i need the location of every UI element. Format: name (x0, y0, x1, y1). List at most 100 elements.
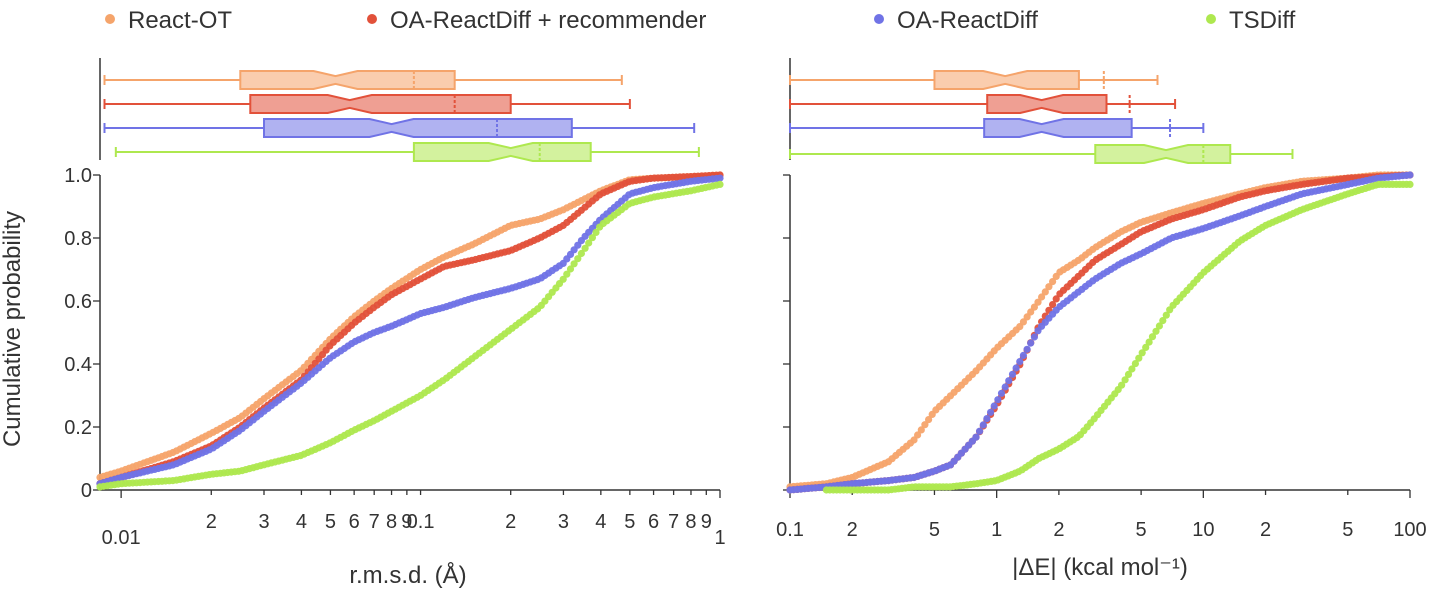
energy-point-react-ot (1045, 283, 1053, 291)
rmsd-series-oa-reactdiff-recommender (96, 171, 724, 488)
rmsd-point-tsdiff (588, 234, 597, 242)
rmsd-point-tsdiff (577, 249, 586, 258)
rmsd-x-tick-label-11: 3 (558, 511, 569, 533)
energy-x-tick-label-5: 5 (1136, 519, 1147, 541)
energy-point-react-ot (925, 416, 933, 424)
energy-point-react-ot (1034, 298, 1042, 306)
energy-x-tick-label-7: 2 (1260, 519, 1271, 541)
rmsd-box (263, 118, 573, 138)
rmsd-point-oa-reactdiff (716, 174, 724, 182)
energy-point-react-ot (1019, 318, 1027, 326)
rmsd-x-tick-label-14: 6 (648, 511, 659, 533)
energy-x-tick-label-4: 2 (1053, 519, 1064, 541)
rmsd-point-tsdiff (570, 260, 578, 268)
rmsd-x-tick-label-4: 5 (325, 511, 336, 533)
energy-box (933, 70, 1080, 90)
energy-point-react-ot (1038, 293, 1046, 301)
energy-point-react-ot (921, 421, 929, 429)
rmsd-point-tsdiff (585, 239, 593, 247)
energy-point-tsdiff (1128, 365, 1136, 373)
energy-point-tsdiff (1135, 354, 1143, 362)
energy-point-tsdiff (1131, 360, 1139, 368)
energy-point-oa-reactdiff (1019, 351, 1027, 359)
energy-boxplot-tsdiff (789, 144, 1294, 164)
energy-series-oa-reactdiff-recommender (786, 171, 1414, 494)
x-axis-label-energy: |ΔE| (kcal mol⁻¹) (1012, 554, 1188, 581)
rmsd-point-tsdiff (716, 180, 724, 188)
energy-point-oa-reactdiff (990, 402, 998, 410)
energy-point-react-ot (1049, 278, 1057, 286)
rmsd-panel: 0.012 3 4 5 6 7 8 90.1 2 3 4 5 6 7 8 911.00.80.60.40.20 (64, 58, 726, 549)
rmsd-point-tsdiff (566, 265, 575, 273)
rmsd-x-tick-label-0: 0.01 (102, 527, 141, 549)
x-axis-label-rmsd: r.m.s.d. (Å) (349, 561, 466, 589)
energy-point-oa-reactdiff (1030, 333, 1038, 341)
rmsd-x-tick-label-6: 7 (369, 511, 380, 533)
rmsd-box (239, 70, 456, 90)
y-tick-label-4: 0.2 (64, 417, 92, 439)
energy-point-oa-reactdiff (997, 389, 1006, 397)
legend-label-oa-reactdiff-recommender: OA-ReactDiff + recommender (390, 7, 706, 34)
y-tick-label-3: 0.4 (64, 354, 92, 376)
rmsd-box (249, 94, 512, 114)
legend-marker-react-ot (105, 14, 115, 24)
rmsd-series-react-ot (96, 171, 724, 481)
rmsd-box (412, 142, 592, 162)
energy-point-tsdiff (1152, 327, 1160, 335)
rmsd-x-tick-label-16: 8 (685, 511, 696, 533)
energy-point-oa-reactdiff-recommender (1052, 295, 1060, 303)
energy-point-tsdiff (1145, 338, 1153, 346)
rmsd-x-tick-label-8: 9 (401, 511, 412, 533)
rmsd-series-oa-reactdiff (96, 174, 724, 488)
rmsd-point-tsdiff (563, 270, 571, 278)
rmsd-x-tick-label-17: 9 (701, 511, 712, 533)
energy-x-tick-label-9: 100 (1393, 519, 1426, 541)
rmsd-x-tick-label-13: 5 (624, 511, 635, 533)
legend-label-react-ot: React-OT (128, 7, 232, 34)
y-tick-label-1: 0.8 (64, 228, 92, 250)
energy-point-oa-reactdiff (1016, 358, 1024, 366)
energy-point-oa-reactdiff (972, 433, 980, 441)
energy-point-oa-reactdiff (1023, 345, 1031, 353)
energy-point-tsdiff (1155, 322, 1163, 330)
energy-x-tick-label-3: 1 (991, 519, 1002, 541)
rmsd-x-tick-label-10: 2 (505, 511, 516, 533)
y-tick-label-5: 0 (81, 480, 92, 502)
energy-point-react-ot (1041, 288, 1049, 296)
energy-point-tsdiff (1124, 370, 1133, 378)
energy-point-react-ot (914, 431, 922, 439)
energy-box (983, 118, 1133, 138)
energy-x-tick-label-1: 2 (847, 519, 858, 541)
energy-series-tsdiff (822, 180, 1414, 494)
energy-point-oa-reactdiff (987, 408, 995, 416)
energy-point-oa-reactdiff (1406, 171, 1414, 179)
rmsd-x-tick-label-1: 2 (206, 511, 217, 533)
energy-point-oa-reactdiff (976, 427, 984, 435)
energy-point-tsdiff (1162, 311, 1170, 319)
legend-marker-oa-reactdiff (874, 14, 884, 24)
energy-series-oa-reactdiff (786, 171, 1414, 494)
energy-point-tsdiff (1148, 333, 1157, 341)
energy-point-tsdiff (1138, 349, 1146, 357)
rmsd-x-tick-label-12: 4 (595, 511, 606, 533)
energy-point-react-ot (917, 426, 925, 434)
rmsd-x-tick-label-15: 7 (668, 511, 679, 533)
energy-point-oa-reactdiff (1005, 377, 1013, 385)
rmsd-point-tsdiff (581, 244, 589, 252)
energy-point-oa-reactdiff (1027, 339, 1035, 347)
energy-x-tick-label-2: 5 (929, 519, 940, 541)
energy-point-oa-reactdiff (1001, 383, 1009, 391)
rmsd-boxplot-oa-reactdiff (103, 118, 696, 138)
rmsd-x-tick-label-18: 1 (714, 527, 725, 549)
energy-point-react-ot (910, 436, 918, 444)
legend-item-react-ot: React-OT (105, 7, 232, 34)
rmsd-x-tick-label-7: 8 (386, 511, 397, 533)
legend-marker-tsdiff (1206, 14, 1216, 24)
energy-point-oa-reactdiff (1008, 370, 1017, 378)
energy-point-oa-reactdiff (983, 415, 991, 423)
rmsd-boxplot-react-ot (103, 70, 623, 90)
energy-box (1094, 144, 1232, 164)
energy-point-oa-reactdiff-recommender (1049, 301, 1057, 309)
energy-point-oa-reactdiff (1012, 364, 1020, 372)
